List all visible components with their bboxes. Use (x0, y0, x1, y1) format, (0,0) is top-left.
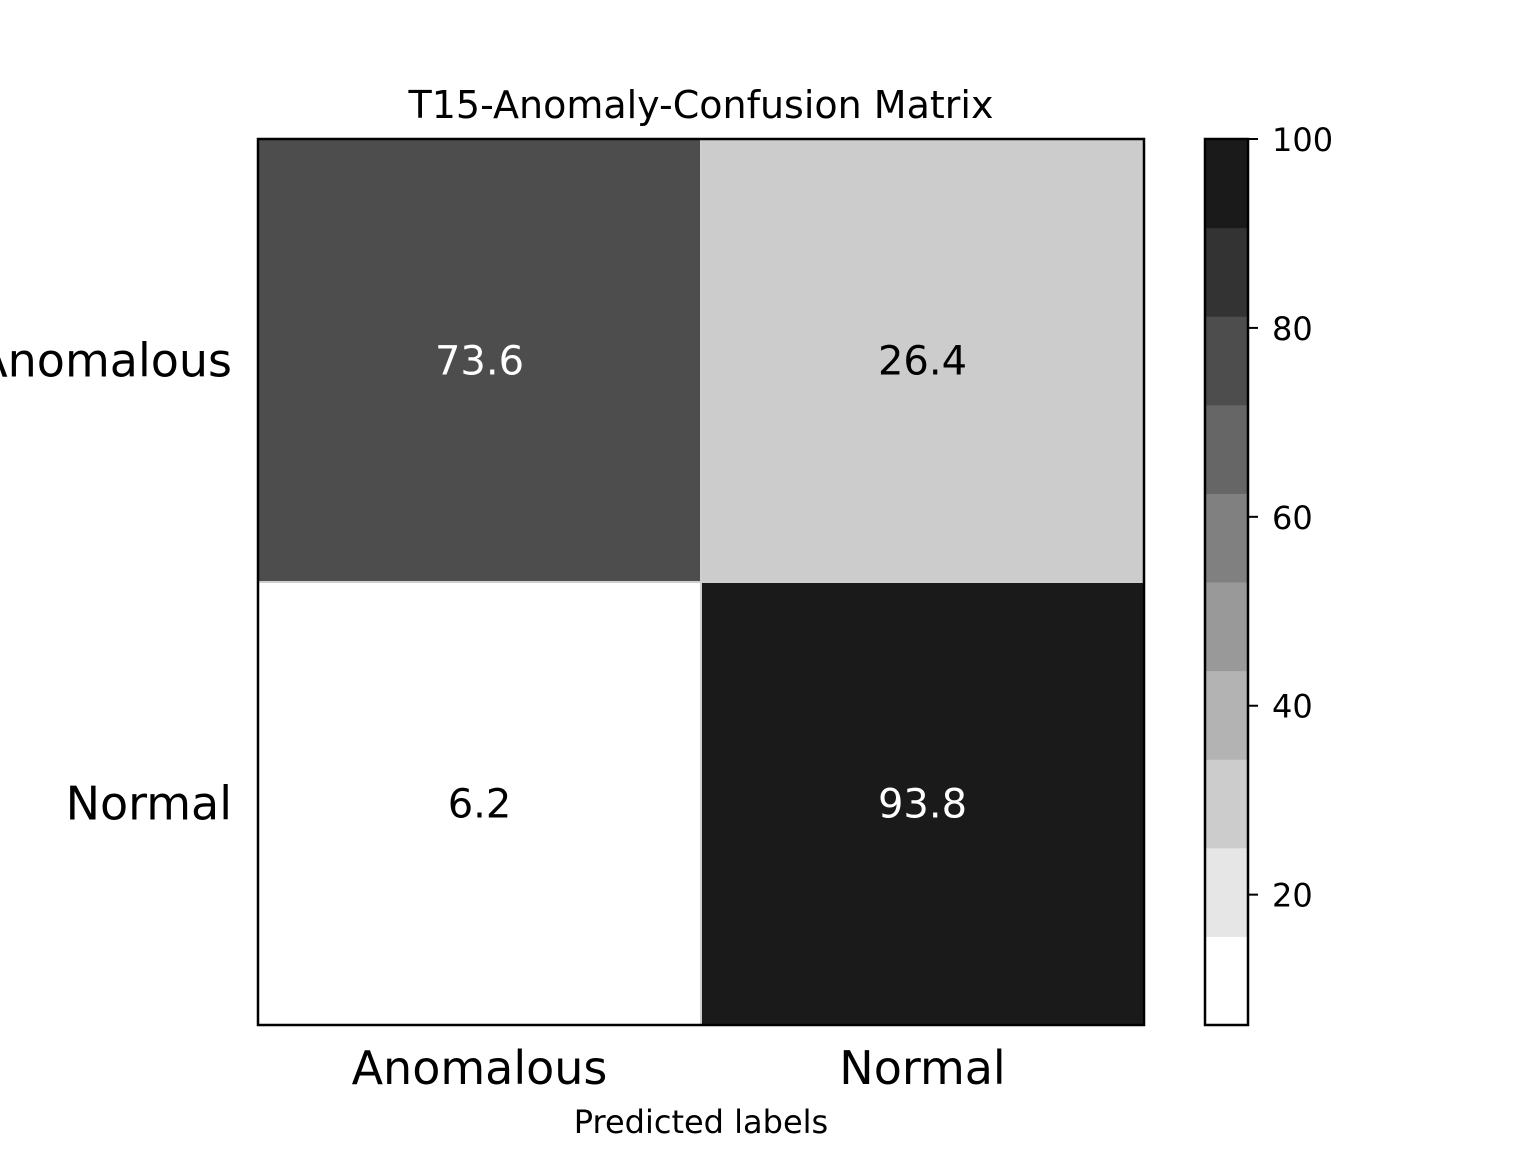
y-axis-ticks: Anomalous Normal (0, 334, 232, 831)
colorbar-tick-label: 100 (1272, 121, 1333, 159)
colorbar-band (1205, 847, 1248, 937)
y-tick-label: Normal (66, 777, 232, 831)
colorbar-band (1205, 582, 1248, 672)
colorbar-band (1205, 493, 1248, 583)
colorbar (1205, 139, 1248, 1026)
x-axis-ticks: Anomalous Normal (352, 1041, 1006, 1095)
heatmap-frame (256, 137, 1146, 1027)
heatmap-cell (257, 138, 702, 583)
colorbar-tick-label: 20 (1272, 877, 1313, 915)
colorbar-band (1205, 404, 1248, 494)
colorbar-tick-label: 40 (1272, 688, 1313, 726)
colorbar-band (1205, 670, 1248, 760)
colorbar-band (1205, 759, 1248, 849)
colorbar-band (1205, 139, 1248, 229)
cell-value-label: 6.2 (448, 782, 512, 828)
colorbar-band (1205, 316, 1248, 406)
colorbar-tick-label: 60 (1272, 499, 1313, 537)
y-tick-label: Anomalous (0, 334, 232, 388)
x-axis-label: Predicted labels (574, 1103, 828, 1141)
cell-value-label: 73.6 (435, 339, 524, 385)
colorbar-band (1205, 227, 1248, 317)
colorbar-tick-label: 80 (1272, 310, 1313, 348)
x-tick-label: Normal (839, 1041, 1005, 1095)
colorbar-band (1205, 936, 1248, 1026)
chart-title: T15-Anomaly-Confusion Matrix (408, 83, 994, 127)
colorbar-frame (1203, 137, 1250, 1027)
heatmap-cells (257, 138, 1145, 1026)
heatmap-cell (257, 581, 702, 1026)
colorbar-ticks: 20 40 60 80 100 (1248, 121, 1333, 915)
x-tick-label: Anomalous (352, 1041, 608, 1095)
cell-value-label: 93.8 (878, 782, 967, 828)
heatmap-cell-labels: 73.6 26.4 6.2 93.8 (435, 339, 967, 828)
cell-value-label: 26.4 (878, 339, 967, 385)
heatmap-cell (700, 581, 1145, 1026)
